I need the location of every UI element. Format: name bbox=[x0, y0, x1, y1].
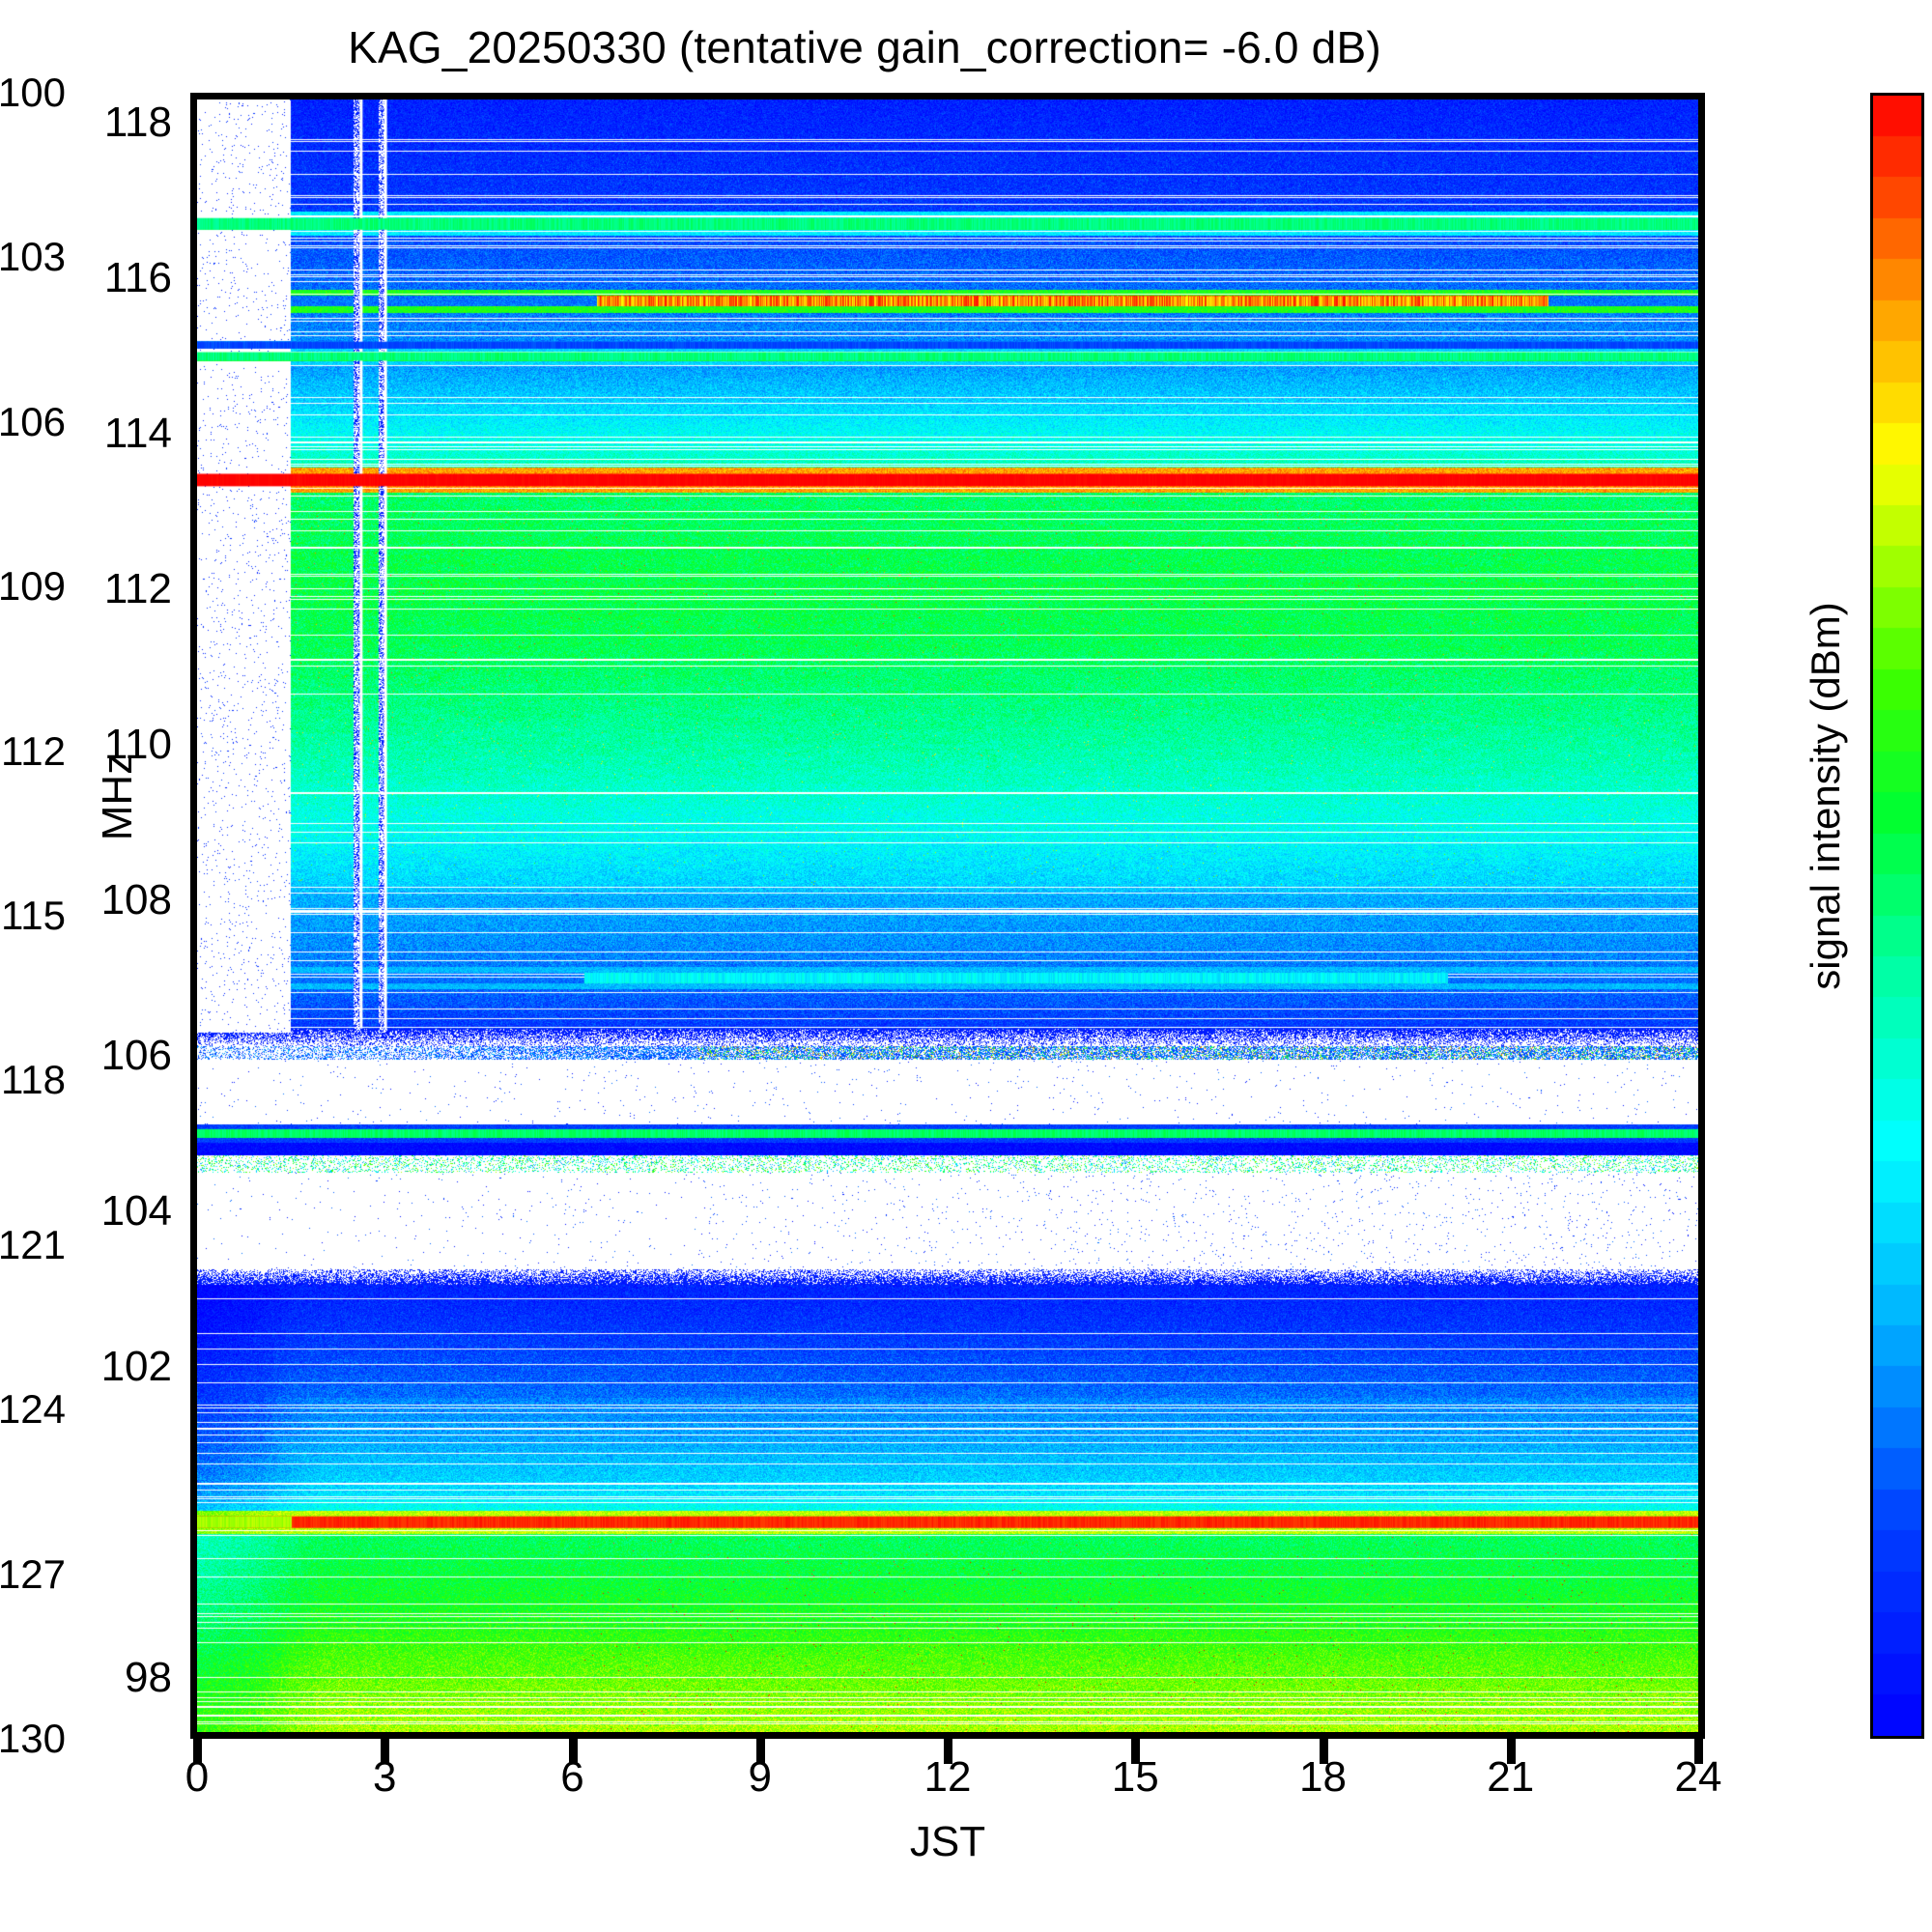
colorbar-gradient bbox=[1873, 96, 1921, 1736]
colorbar-tick-label: -112 bbox=[0, 727, 66, 774]
spectrogram-plot bbox=[190, 93, 1705, 1739]
x-tick-mark bbox=[1131, 1739, 1141, 1764]
x-tick-mark bbox=[193, 1739, 202, 1764]
y-tick-label: 110 bbox=[103, 720, 172, 768]
y-tick-label: 102 bbox=[100, 1342, 172, 1390]
x-tick-mark bbox=[1319, 1739, 1328, 1764]
x-tick-mark bbox=[381, 1739, 390, 1764]
y-tick-label: 112 bbox=[103, 565, 172, 612]
colorbar-tick-label: -103 bbox=[0, 234, 66, 280]
x-tick-mark bbox=[568, 1739, 578, 1764]
y-tick-label: 108 bbox=[100, 875, 172, 923]
x-tick-mark bbox=[1694, 1739, 1703, 1764]
x-axis-label: JST bbox=[909, 1818, 986, 1865]
x-tick-mark bbox=[1506, 1739, 1516, 1764]
y-tick-label: 118 bbox=[103, 99, 172, 147]
x-tick-mark bbox=[755, 1739, 765, 1764]
colorbar-tick-label: -109 bbox=[0, 563, 66, 610]
colorbar-tick-label: -121 bbox=[0, 1221, 66, 1267]
x-tick-mark bbox=[944, 1739, 952, 1764]
colorbar-tick-label: -130 bbox=[0, 1716, 66, 1761]
colorbar-label: signal intensity (dBm) bbox=[1803, 602, 1848, 990]
spectrogram-image bbox=[197, 99, 1698, 1732]
colorbar-tick-label: -115 bbox=[0, 893, 66, 938]
colorbar bbox=[1870, 93, 1924, 1739]
colorbar-tick-label: -106 bbox=[0, 398, 66, 444]
y-tick-label: 98 bbox=[125, 1653, 172, 1701]
y-tick-label: 104 bbox=[100, 1186, 172, 1235]
y-tick-label: 116 bbox=[103, 254, 172, 302]
page-title: KAG_20250330 (tentative gain_correction=… bbox=[348, 22, 1381, 72]
y-tick-label: 114 bbox=[103, 410, 172, 458]
colorbar-tick-label: -124 bbox=[0, 1386, 66, 1433]
colorbar-tick-label: -118 bbox=[0, 1057, 66, 1103]
y-tick-label: 106 bbox=[100, 1031, 172, 1079]
colorbar-tick-label: -127 bbox=[0, 1550, 66, 1597]
colorbar-tick-label: -100 bbox=[0, 70, 66, 115]
